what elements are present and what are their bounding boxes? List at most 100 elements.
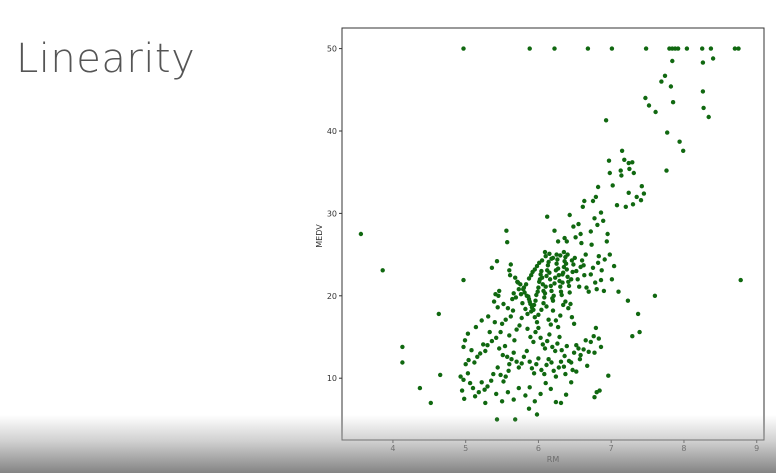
scatter-point (507, 362, 512, 367)
scatter-point (561, 270, 566, 275)
scatter-point (558, 253, 563, 258)
scatter-point (558, 289, 564, 294)
y-tick-label: 10 (327, 374, 337, 383)
scatter-point (532, 315, 537, 320)
scatter-point (681, 148, 686, 153)
scatter-point (736, 46, 741, 51)
scatter-point (513, 417, 518, 422)
scatter-point (519, 361, 524, 366)
scatter-point (505, 354, 510, 359)
scatter-point (551, 293, 556, 298)
scatter-point (545, 338, 550, 344)
scatter-point (641, 191, 647, 196)
scatter-point (565, 252, 570, 257)
scatter-point (567, 290, 572, 295)
scatter-point (502, 343, 508, 349)
scatter-point (563, 371, 568, 377)
scatter-point (461, 277, 466, 283)
scatter-point (549, 288, 554, 294)
x-tick-label: 4 (390, 444, 395, 453)
scatter-point (548, 283, 553, 289)
scatter-point (561, 249, 567, 255)
scatter-point (738, 277, 743, 283)
scatter-point (590, 265, 596, 270)
scatter-point (514, 359, 519, 364)
scatter-point (574, 268, 579, 274)
scatter-point (417, 385, 423, 391)
scatter-point (527, 385, 532, 390)
scatter-point (576, 221, 581, 227)
scatter-point (529, 366, 535, 371)
scatter-point (495, 305, 500, 310)
scatter-point (571, 224, 576, 229)
scatter-point (494, 391, 499, 397)
scatter-point (529, 309, 534, 314)
scatter-point (489, 378, 494, 383)
scatter-point (505, 390, 511, 395)
scatter-point (616, 289, 621, 294)
scatter-point (479, 380, 484, 385)
scatter-point (665, 130, 670, 135)
scatter-point (511, 350, 516, 355)
scatter-point (542, 249, 548, 255)
scatter-point (476, 390, 481, 395)
scatter-point (428, 400, 433, 406)
scatter-point (509, 357, 514, 362)
scatter-point (539, 307, 544, 312)
scatter-point (573, 235, 578, 240)
scatter-point (588, 339, 593, 345)
scatter-point (582, 198, 587, 204)
scatter-point (568, 301, 573, 307)
scatter-point (555, 324, 561, 330)
scatter-point (563, 392, 569, 397)
scatter-point (438, 372, 443, 378)
scatter-point (623, 204, 628, 209)
scatter-point (585, 363, 590, 368)
scatter-point (507, 333, 512, 338)
scatter-point (495, 365, 500, 370)
scatter-point (609, 277, 615, 282)
scatter-point (653, 109, 658, 115)
scatter-point (552, 46, 557, 51)
scatter-point (536, 285, 541, 290)
scatter-point (544, 273, 549, 279)
scatter-point (523, 282, 529, 287)
scatter-point (487, 329, 492, 335)
scatter-point (553, 374, 559, 379)
scatter-point (569, 258, 575, 263)
scatter-point (528, 301, 533, 307)
scatter-point (570, 367, 575, 373)
scatter-point (610, 183, 615, 188)
x-tick-label: 9 (754, 444, 759, 453)
scatter-point (558, 284, 563, 289)
scatter-point (542, 291, 548, 296)
scatter-point (564, 343, 569, 349)
scatter-point (544, 362, 549, 368)
scatter-point (611, 263, 617, 269)
scatter-point (547, 270, 552, 275)
scatter-point (579, 258, 585, 263)
scatter-point (675, 46, 681, 51)
scatter-point (684, 46, 690, 51)
scatter-point (635, 311, 641, 317)
scatter-point (547, 251, 552, 256)
scatter-point (505, 240, 510, 245)
scatter-point (489, 338, 495, 344)
scatter-point (535, 289, 540, 294)
scatter-point (560, 280, 565, 285)
scatter-point (556, 273, 561, 278)
scatter-point (516, 385, 521, 391)
scatter-point (559, 348, 564, 353)
plot-frame (341, 27, 765, 441)
scatter-point (539, 367, 544, 373)
x-axis-label: RM (547, 455, 560, 464)
scatter-point (482, 387, 487, 392)
scatter-point (595, 184, 601, 190)
scatter-point (528, 334, 533, 340)
scatter-point (380, 268, 385, 273)
scatter-point (575, 277, 580, 282)
scatter-point (550, 298, 556, 303)
scatter-point (609, 46, 615, 51)
scatter-point (549, 360, 554, 365)
scatter-point (732, 46, 738, 51)
